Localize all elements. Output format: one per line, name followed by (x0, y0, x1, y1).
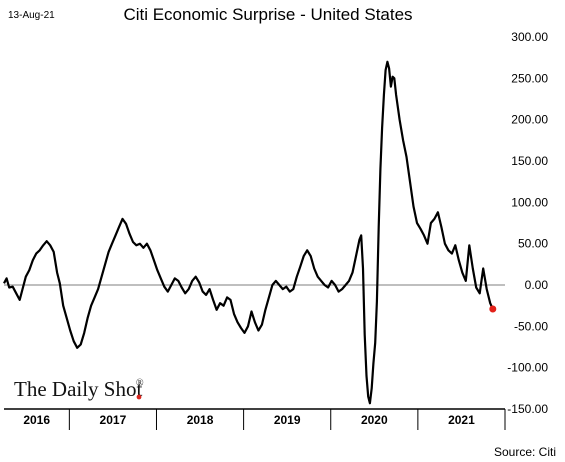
x-tick-label: 2017 (100, 413, 127, 427)
y-tick-label: 50.00 (518, 237, 548, 251)
x-axis: 2016 2017 2018 2019 2020 2021 (4, 408, 506, 430)
y-tick-label: -100.00 (507, 361, 548, 375)
watermark-text: The Daily Shot (14, 377, 142, 401)
y-tick-label: 150.00 (511, 154, 548, 168)
watermark: The Daily Shot ® (14, 377, 144, 401)
y-tick-label: 250.00 (511, 71, 548, 85)
x-tick-label: 2020 (361, 413, 388, 427)
y-tick-label: -50.00 (514, 319, 548, 333)
x-tick-label: 2016 (23, 413, 50, 427)
chart-title: Citi Economic Surprise - United States (123, 5, 412, 24)
watermark-dot (136, 394, 142, 400)
x-tick-label: 2018 (187, 413, 214, 427)
x-tick-label: 2021 (448, 413, 475, 427)
watermark-mark: ® (136, 378, 144, 389)
series-line (3, 60, 494, 405)
y-tick-label: 100.00 (511, 195, 548, 209)
y-tick-label: 0.00 (525, 278, 549, 292)
source-label: Source: Citi (494, 445, 556, 459)
y-tick-label: 200.00 (511, 113, 548, 127)
y-tick-label: -150.00 (507, 402, 548, 416)
end-point-marker (489, 305, 497, 313)
y-axis: 300.00 250.00 200.00 150.00 100.00 50.00 0.00 -… (507, 30, 548, 416)
x-tick-label: 2019 (274, 413, 301, 427)
y-tick-label: 300.00 (511, 30, 548, 44)
date-label: 13-Aug-21 (8, 10, 55, 21)
